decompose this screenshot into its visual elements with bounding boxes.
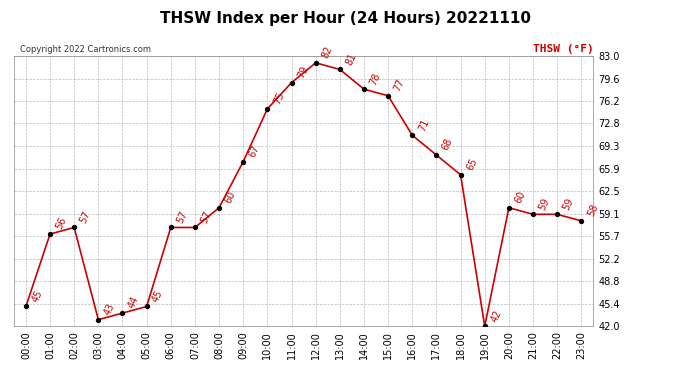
Text: 60: 60 — [224, 190, 237, 205]
Point — [575, 218, 586, 224]
Point — [455, 172, 466, 178]
Text: 45: 45 — [151, 288, 165, 304]
Text: 59: 59 — [562, 196, 575, 211]
Point — [406, 132, 417, 138]
Point — [237, 159, 248, 165]
Point — [552, 211, 563, 217]
Text: 67: 67 — [248, 143, 262, 159]
Point — [359, 86, 370, 92]
Text: THSW (°F): THSW (°F) — [533, 44, 593, 54]
Text: 45: 45 — [30, 288, 44, 304]
Point — [382, 93, 393, 99]
Text: 60: 60 — [513, 190, 527, 205]
Text: THSW Index per Hour (24 Hours) 20221110: THSW Index per Hour (24 Hours) 20221110 — [159, 11, 531, 26]
Text: 68: 68 — [441, 137, 455, 152]
Point — [262, 106, 273, 112]
Point — [214, 205, 225, 211]
Text: 77: 77 — [393, 77, 406, 93]
Text: 75: 75 — [272, 91, 286, 106]
Text: 71: 71 — [417, 117, 431, 132]
Point — [431, 152, 442, 158]
Text: 57: 57 — [79, 209, 92, 225]
Point — [117, 310, 128, 316]
Text: 44: 44 — [127, 295, 141, 310]
Text: 43: 43 — [103, 302, 117, 317]
Point — [141, 303, 152, 309]
Text: 56: 56 — [55, 216, 68, 231]
Text: 57: 57 — [175, 209, 189, 225]
Point — [286, 80, 297, 86]
Text: 78: 78 — [368, 71, 382, 86]
Point — [334, 66, 345, 72]
Point — [44, 231, 55, 237]
Text: 81: 81 — [344, 51, 358, 67]
Point — [165, 225, 176, 231]
Point — [189, 225, 200, 231]
Point — [21, 303, 32, 309]
Text: 82: 82 — [320, 45, 334, 60]
Point — [92, 316, 104, 322]
Text: 59: 59 — [538, 196, 551, 211]
Point — [479, 323, 490, 329]
Point — [310, 60, 321, 66]
Text: 65: 65 — [465, 157, 479, 172]
Text: 58: 58 — [586, 202, 600, 218]
Text: 57: 57 — [199, 209, 213, 225]
Text: 79: 79 — [296, 64, 310, 80]
Point — [504, 205, 515, 211]
Text: 42: 42 — [489, 308, 503, 324]
Point — [527, 211, 538, 217]
Point — [69, 225, 79, 231]
Text: Copyright 2022 Cartronics.com: Copyright 2022 Cartronics.com — [19, 45, 150, 54]
